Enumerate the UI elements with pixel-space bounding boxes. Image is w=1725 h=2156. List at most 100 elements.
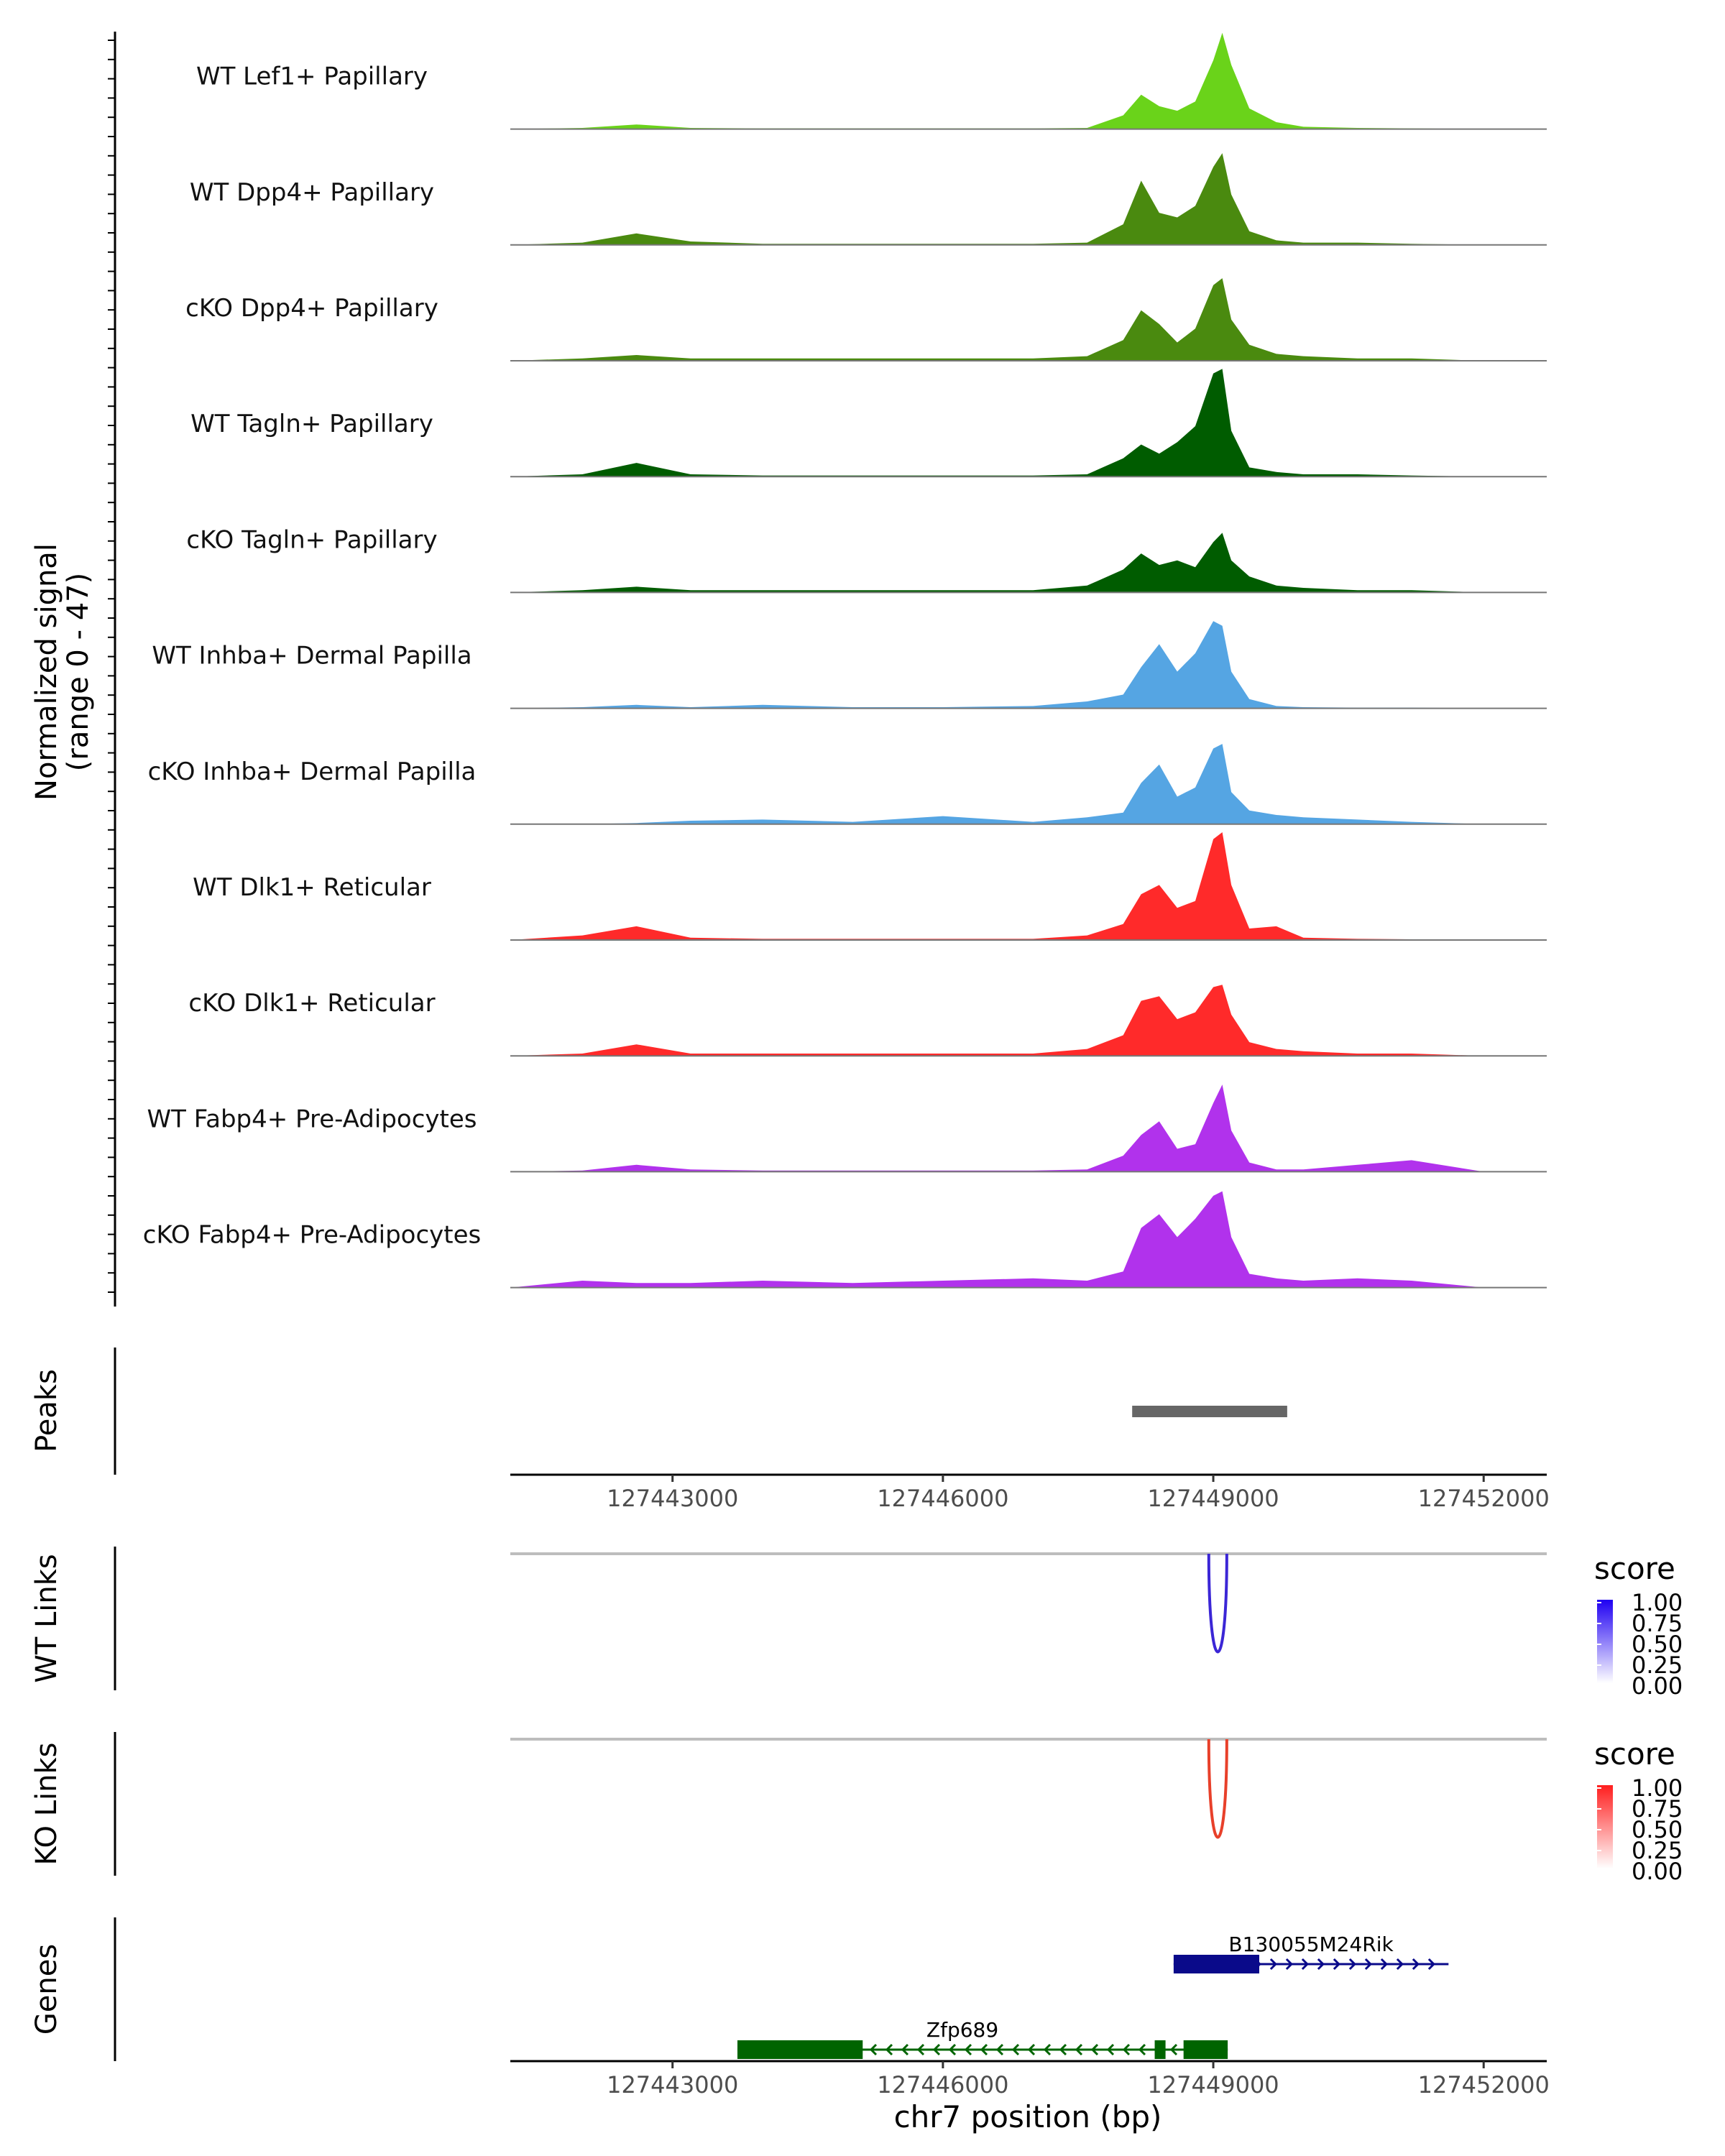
gene-exon bbox=[1183, 2040, 1228, 2059]
strand-chevron bbox=[1011, 2043, 1020, 2056]
strand-chevron bbox=[869, 2043, 878, 2056]
strand-chevron bbox=[1043, 2043, 1052, 2056]
strand-chevron bbox=[980, 2043, 988, 2056]
legend-tick-label: 1.00 bbox=[1632, 1589, 1683, 1616]
link-arc bbox=[1207, 1738, 1228, 1839]
x-tick-label: 127452000 bbox=[1418, 2071, 1550, 2099]
coverage-track-label: WT Inhba+ Dermal Papilla bbox=[152, 642, 472, 671]
strand-chevron bbox=[1027, 2043, 1036, 2056]
strand-chevron bbox=[1106, 2043, 1115, 2056]
ko-links-legend-ticks: 1.000.750.500.250.00 bbox=[1597, 1774, 1683, 1885]
coverage-track-label: cKO Tagln+ Papillary bbox=[186, 525, 437, 554]
genes-xlabel: chr7 position (bp) bbox=[894, 2099, 1162, 2134]
wt-links-legend-ticks: 1.000.750.500.250.00 bbox=[1597, 1589, 1683, 1700]
legend-tick-label: 1.00 bbox=[1632, 1774, 1683, 1802]
ko-links-ylabel: KO Links bbox=[30, 1743, 63, 1866]
strand-chevron bbox=[1059, 2043, 1067, 2056]
strand-chevron bbox=[964, 2043, 972, 2056]
x-tick-label: 127443000 bbox=[607, 1485, 738, 1512]
strand-chevron bbox=[1122, 2043, 1131, 2056]
ko-links-legend-title: score bbox=[1594, 1736, 1675, 1772]
wt-links-legend-title: score bbox=[1594, 1551, 1675, 1586]
gene-exon bbox=[1173, 1955, 1260, 1973]
strand-chevron bbox=[995, 2043, 1004, 2056]
link-arc bbox=[1207, 1553, 1228, 1654]
coverage-tracks: WT Lef1+ Papillary WT Dpp4+ Papillary cKO … bbox=[143, 32, 1547, 1289]
legend-tick-label: 0.75 bbox=[1632, 1610, 1683, 1637]
peaks-panel: Peaks 127443000 127446000 127449000 1274520… bbox=[30, 1348, 1550, 1512]
gene-label: Zfp689 bbox=[926, 2018, 998, 2042]
coverage-track-label: WT Tagln+ Papillary bbox=[190, 410, 433, 438]
legend-tick-label: 0.75 bbox=[1632, 1795, 1683, 1823]
genes-marks: B130055M24Rik Zfp689 bbox=[737, 1932, 1449, 2059]
peaks-x-axis: 127443000 127446000 127449000 127452000 bbox=[607, 1475, 1550, 1512]
wt-links-panel: WT Links score 1.000.750.500.250.00 bbox=[30, 1547, 1683, 1700]
strand-chevron bbox=[1412, 1958, 1420, 1971]
coverage-track: cKO Inhba+ Dermal Papilla bbox=[148, 744, 1547, 825]
legend-tick-label: 0.25 bbox=[1632, 1837, 1683, 1864]
coverage-track: WT Lef1+ Papillary bbox=[196, 32, 1547, 130]
ko-links-marks bbox=[1207, 1738, 1228, 1839]
strand-chevron bbox=[932, 2043, 941, 2056]
legend-tick-label: 0.50 bbox=[1632, 1631, 1683, 1658]
coverage-y-ticks bbox=[108, 40, 115, 1293]
coverage-track-label: cKO Dpp4+ Papillary bbox=[185, 294, 438, 323]
wt-links-ylabel: WT Links bbox=[30, 1554, 63, 1682]
strand-chevron bbox=[1427, 1958, 1436, 1971]
strand-chevron bbox=[1380, 1958, 1389, 1971]
x-tick-label: 127449000 bbox=[1147, 2071, 1279, 2099]
strand-chevron bbox=[1138, 2043, 1146, 2056]
coverage-track-label: cKO Inhba+ Dermal Papilla bbox=[148, 757, 477, 786]
peaks-marks bbox=[1132, 1406, 1287, 1417]
coverage-panel: Normalized signal (range 0 - 47) WT Lef1… bbox=[30, 32, 1547, 1307]
strand-chevron bbox=[1317, 1958, 1325, 1971]
coverage-track: WT Dlk1+ Reticular bbox=[193, 832, 1547, 941]
strand-chevron bbox=[1364, 1958, 1373, 1971]
gene-model: Zfp689 bbox=[737, 2018, 1228, 2059]
wt-links-marks bbox=[1207, 1553, 1228, 1654]
strand-chevron bbox=[885, 2043, 893, 2056]
x-tick-label: 127446000 bbox=[877, 2071, 1008, 2099]
x-tick-label: 127446000 bbox=[877, 1485, 1008, 1512]
genes-ylabel: Genes bbox=[30, 1944, 63, 2035]
coverage-track: cKO Fabp4+ Pre-Adipocytes bbox=[143, 1191, 1547, 1289]
genes-x-axis: 127443000 127446000 127449000 127452000 bbox=[607, 2061, 1550, 2099]
strand-chevron bbox=[916, 2043, 925, 2056]
coverage-track-label: WT Fabp4+ Pre-Adipocytes bbox=[147, 1105, 477, 1133]
coverage-track: WT Tagln+ Papillary bbox=[190, 369, 1547, 478]
strand-chevron bbox=[1301, 1958, 1310, 1971]
strand-chevron bbox=[901, 2043, 909, 2056]
ko-links-panel: KO Links score 1.000.750.500.250.00 bbox=[30, 1732, 1683, 1885]
coverage-track: cKO Dlk1+ Reticular bbox=[188, 985, 1547, 1057]
coverage-track-label: WT Dpp4+ Papillary bbox=[190, 178, 434, 207]
coverage-track-label: WT Dlk1+ Reticular bbox=[193, 873, 431, 902]
ko-links-legend: score 1.000.750.500.250.00 bbox=[1594, 1736, 1683, 1885]
gene-model: B130055M24Rik bbox=[1173, 1932, 1449, 1973]
coverage-track-label: WT Lef1+ Papillary bbox=[196, 63, 428, 91]
coverage-ylabel-line2: (range 0 - 47) bbox=[62, 573, 95, 771]
legend-tick-label: 0.25 bbox=[1632, 1651, 1683, 1679]
coverage-track-label: cKO Fabp4+ Pre-Adipocytes bbox=[143, 1221, 482, 1250]
coverage-track: cKO Dpp4+ Papillary bbox=[185, 278, 1547, 361]
coverage-track: WT Dpp4+ Papillary bbox=[190, 153, 1547, 246]
x-tick-label: 127443000 bbox=[607, 2071, 738, 2099]
coverage-track-label: cKO Dlk1+ Reticular bbox=[188, 989, 435, 1018]
coverage-track: WT Inhba+ Dermal Papilla bbox=[152, 621, 1547, 709]
wt-links-legend: score 1.000.750.500.250.00 bbox=[1594, 1551, 1683, 1700]
wt-links-legend-colorbar bbox=[1597, 1600, 1613, 1683]
legend-tick-label: 0.50 bbox=[1632, 1816, 1683, 1843]
coverage-area bbox=[510, 985, 1547, 1056]
coverage-ylabel-line1: Normalized signal bbox=[30, 543, 63, 801]
peak-bar bbox=[1132, 1406, 1287, 1417]
x-tick-label: 127449000 bbox=[1147, 1485, 1279, 1512]
coverage-track: WT Fabp4+ Pre-Adipocytes bbox=[147, 1084, 1547, 1173]
strand-chevron bbox=[1396, 1958, 1404, 1971]
strand-chevron bbox=[1269, 1958, 1278, 1971]
strand-chevron bbox=[1090, 2043, 1099, 2056]
coverage-track: cKO Tagln+ Papillary bbox=[186, 525, 1547, 594]
peaks-ylabel: Peaks bbox=[30, 1369, 63, 1452]
strand-chevron bbox=[948, 2043, 957, 2056]
gene-label: B130055M24Rik bbox=[1228, 1932, 1394, 1956]
